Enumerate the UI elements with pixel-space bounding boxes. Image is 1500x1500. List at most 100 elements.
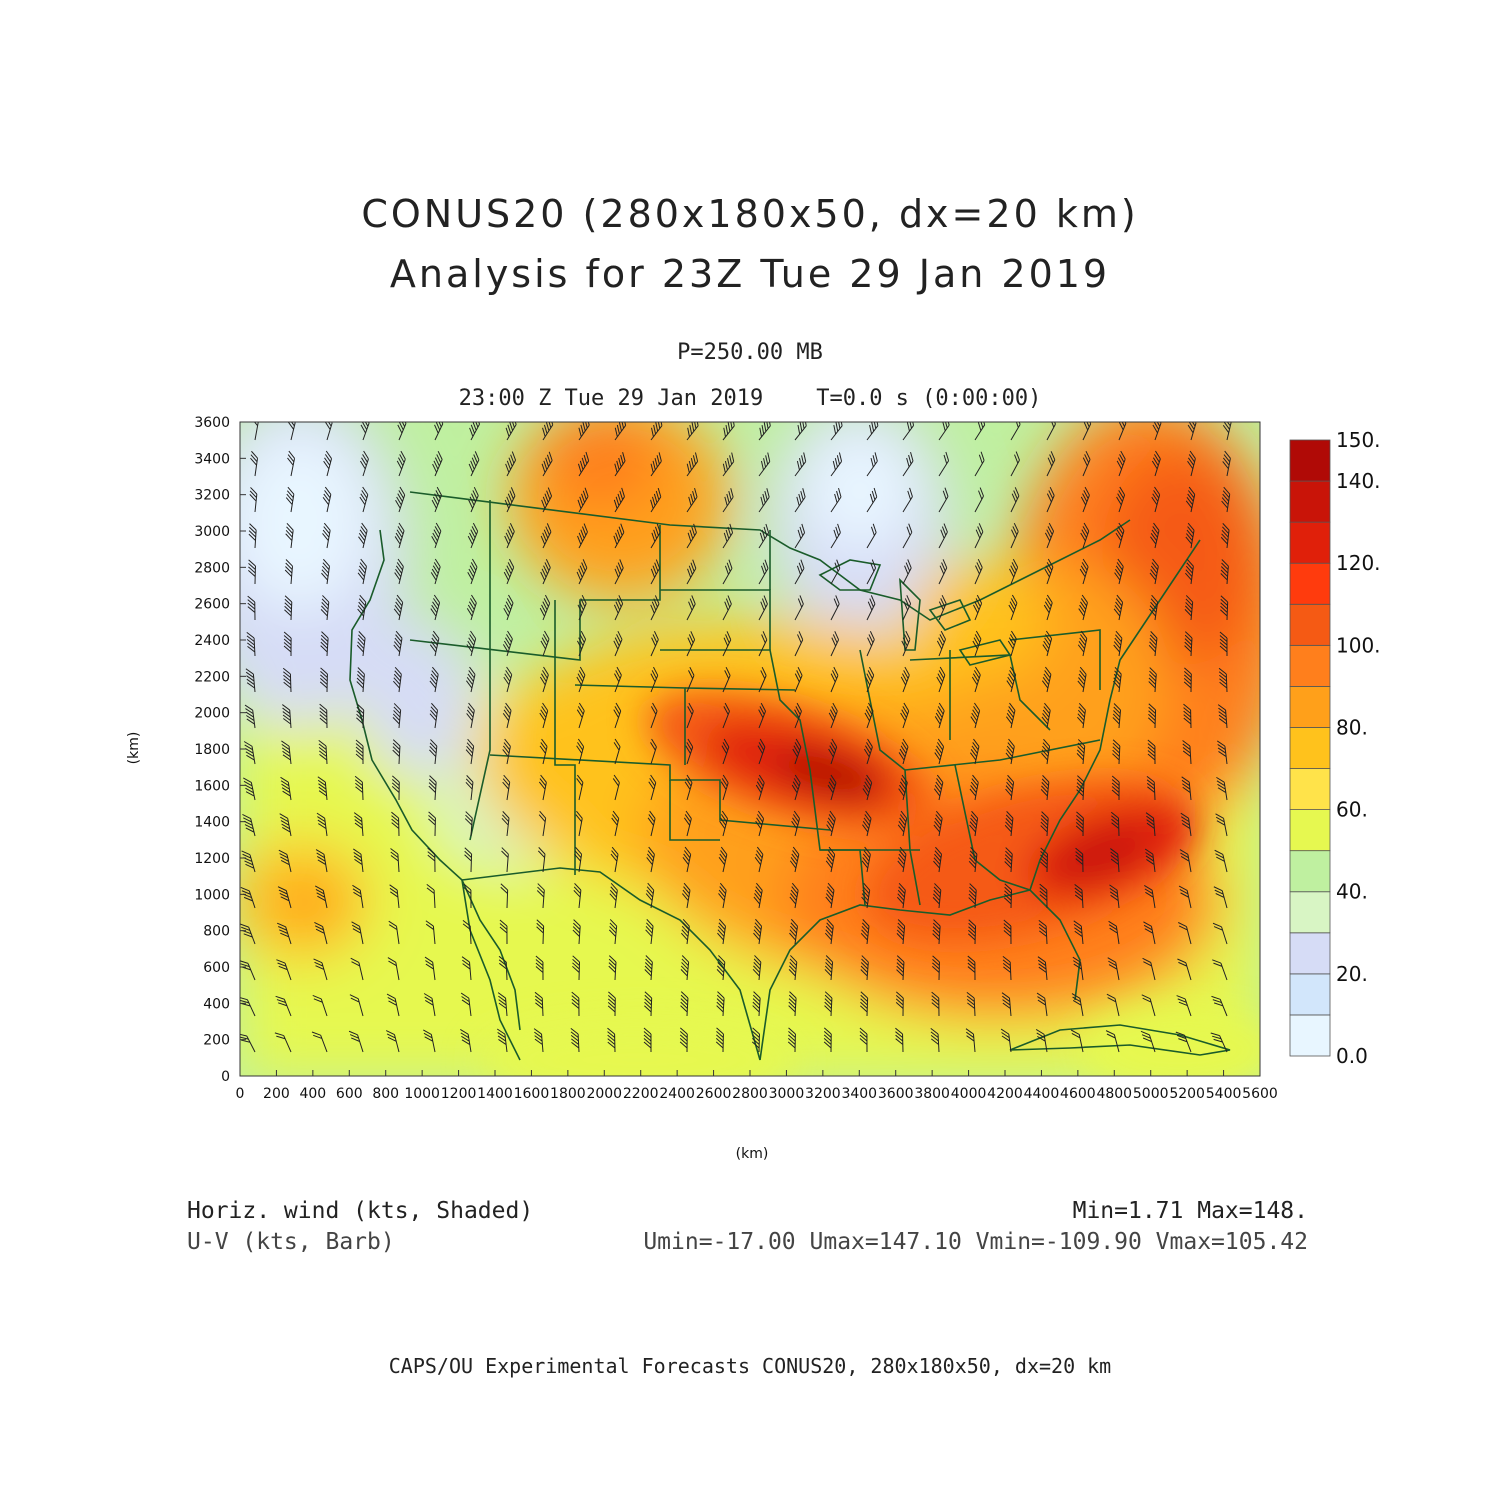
wind-barb (388, 920, 400, 945)
wind-barb (575, 810, 583, 837)
wind-barb (282, 704, 292, 729)
x-tick-label: 2400 (659, 1086, 695, 1102)
wind-barb (968, 883, 977, 909)
colorbar-swatch (1289, 686, 1331, 728)
wind-barb (431, 522, 442, 549)
wind-barb (1183, 703, 1192, 729)
wind-barb (866, 523, 877, 549)
wind-barb (287, 422, 296, 441)
x-tick-label: 5400 (1206, 1086, 1242, 1102)
wind-barb (860, 919, 870, 945)
wind-barb (427, 847, 436, 873)
wind-barb (859, 1027, 868, 1053)
wind-barb (650, 559, 661, 585)
wind-barb (465, 738, 475, 765)
wind-barb (1148, 667, 1157, 693)
wind-barb (538, 810, 547, 837)
wind-barb (681, 882, 691, 909)
wind-barb (722, 595, 732, 621)
wind-barb (248, 559, 256, 585)
y-tick-label: 2600 (194, 597, 230, 613)
wind-barb (1076, 775, 1085, 801)
wind-barb (612, 774, 620, 801)
wind-barb (1213, 886, 1228, 909)
wind-barb (613, 702, 622, 729)
wind-barb (1009, 558, 1019, 585)
wind-barb (396, 450, 406, 477)
wind-barb (936, 666, 946, 693)
wind-barb (240, 1033, 256, 1053)
wind-barb (391, 775, 400, 801)
wind-barb (930, 1028, 940, 1053)
wind-barb (938, 559, 948, 585)
wind-barb (279, 813, 292, 837)
wind-barb (245, 668, 256, 693)
wind-barb (866, 559, 877, 585)
wind-barb (646, 846, 655, 873)
wind-barb (607, 1027, 616, 1053)
wind-barb (1039, 847, 1048, 873)
y-tick-label: 3400 (194, 451, 230, 467)
colorbar-swatch (1289, 973, 1331, 1016)
wind-barb (895, 991, 904, 1017)
colorbar-swatch (1289, 562, 1331, 605)
wind-barb (1149, 594, 1159, 621)
valid-time: 23:00 Z Tue 29 Jan 2019 T=0.0 s (0:00:00… (458, 386, 1042, 411)
wind-barb (348, 1030, 364, 1053)
colorbar-swatch (1289, 603, 1331, 646)
wind-barb (1145, 812, 1156, 837)
wind-barb (323, 450, 333, 477)
wind-barb (686, 488, 698, 513)
colorbar-label: 140. (1336, 469, 1381, 493)
wind-barb (1215, 813, 1228, 837)
wind-barb (315, 849, 328, 873)
wind-barb (974, 523, 984, 549)
x-tick-label: 200 (263, 1086, 290, 1102)
wind-barb (429, 702, 439, 729)
x-tick-label: 600 (336, 1086, 363, 1102)
wind-barb (789, 882, 799, 909)
colorbar-swatch (1289, 932, 1331, 975)
wind-barb (577, 594, 587, 621)
wind-barb (503, 594, 514, 621)
wind-barb (1217, 704, 1228, 729)
wind-barb (319, 703, 328, 729)
wind-barb (722, 666, 731, 693)
wind-barb (608, 919, 618, 945)
x-tick-label: 1000 (404, 1086, 440, 1102)
wind-barb (1039, 883, 1048, 909)
wind-barb (614, 422, 627, 441)
wind-barb (931, 955, 940, 981)
wind-barb (825, 882, 835, 909)
wind-barb (312, 994, 328, 1017)
wind-barb (359, 450, 369, 477)
wind-barb (794, 559, 805, 585)
wind-barb (276, 959, 292, 981)
wind-barb (501, 847, 509, 873)
wind-barb (936, 630, 946, 657)
wind-barb (791, 774, 801, 801)
wind-barb (1141, 994, 1156, 1017)
wind-barb (722, 452, 735, 477)
wind-barb (356, 667, 365, 693)
wind-barb (504, 487, 516, 513)
wind-barb (680, 991, 689, 1017)
wind-barb (752, 991, 761, 1017)
wind-barb (356, 631, 366, 657)
wind-barb (1147, 703, 1157, 729)
wind-barb (650, 666, 659, 693)
wind-barb (1147, 739, 1156, 765)
wind-barb (1183, 667, 1192, 693)
y-tick-label: 1200 (194, 851, 230, 867)
wind-barb (1080, 486, 1090, 513)
wind-barb (1187, 450, 1196, 477)
wind-barb (1082, 422, 1092, 441)
y-axis-label: (km) (126, 732, 142, 765)
wind-barb (246, 631, 256, 657)
wind-barb (679, 1027, 688, 1053)
x-tick-label: 1600 (514, 1086, 550, 1102)
wind-barb (823, 1027, 832, 1053)
wind-barb (645, 882, 655, 909)
wind-barb (284, 559, 293, 585)
wind-barb (429, 630, 440, 657)
